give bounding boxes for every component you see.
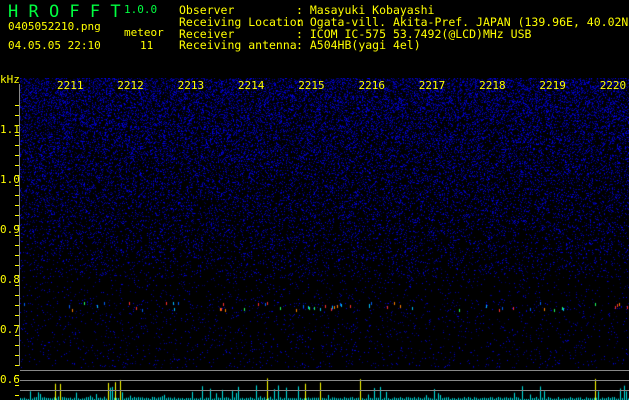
- y-minor-tick: [15, 175, 19, 176]
- x-tick-label: 2217: [418, 79, 446, 92]
- y-minor-tick: [15, 195, 19, 196]
- y-minor-tick: [15, 155, 19, 156]
- info-row-receiver: Receiver: ICOM IC-575 53.7492(@LCD)MHz U…: [179, 26, 532, 41]
- app-version: 1.0.0: [124, 3, 158, 16]
- x-tick-label: 2213: [177, 79, 205, 92]
- y-minor-tick: [15, 365, 19, 366]
- info-row-observer: Observer: Masayuki Kobayashi: [179, 3, 435, 17]
- y-axis-line: [19, 84, 20, 366]
- datetime: 04.05.05 22:10: [8, 39, 101, 52]
- x-tick-label: 2215: [298, 79, 325, 92]
- y-unit-label: kHz: [0, 73, 20, 86]
- y-minor-tick: [15, 135, 19, 136]
- y-minor-tick: [15, 325, 19, 326]
- app-title: H R O F F T: [8, 2, 121, 22]
- y-minor-tick: [15, 205, 19, 206]
- info-value: A504HB(yagi 4el): [309, 38, 421, 53]
- y-minor-tick: [15, 105, 19, 106]
- y-minor-tick: [15, 165, 19, 166]
- info-label: Receiver: [179, 26, 235, 41]
- y-minor-tick: [15, 285, 19, 286]
- y-minor-tick: [15, 305, 19, 306]
- x-tick-label: 2214: [237, 79, 265, 92]
- y-minor-tick: [15, 265, 19, 266]
- info-value: Ogata-vill. Akita-Pref. JAPAN (139.96E, …: [309, 14, 629, 29]
- spectrogram: [20, 78, 629, 400]
- y-tick-label: 0.7: [0, 323, 20, 336]
- y-minor-tick: [15, 255, 19, 256]
- y-minor-tick: [15, 185, 19, 186]
- threshold-line: [20, 370, 629, 371]
- y-minor-tick: [15, 355, 19, 356]
- threshold-line: [20, 380, 629, 381]
- meteor-count: 11: [140, 39, 154, 52]
- info-value: Masayuki Kobayashi: [309, 3, 435, 17]
- info-label: Receiving antenna: [179, 38, 297, 53]
- y-minor-tick: [15, 375, 19, 376]
- y-tick-label: 1.1: [0, 123, 20, 136]
- y-minor-tick: [15, 125, 19, 126]
- x-tick-label: 2216: [358, 79, 386, 92]
- x-tick-label: 2212: [117, 79, 144, 92]
- y-minor-tick: [15, 235, 19, 236]
- y-minor-tick: [15, 385, 19, 386]
- info-label: Observer: [179, 3, 235, 17]
- y-minor-tick: [15, 345, 19, 346]
- y-minor-tick: [15, 245, 19, 246]
- meteor-label: meteor: [124, 26, 164, 39]
- x-tick-label: 2211: [57, 79, 84, 92]
- y-minor-tick: [15, 275, 19, 276]
- y-minor-tick: [15, 335, 19, 336]
- y-minor-tick: [15, 115, 19, 116]
- y-tick-label: 0.6: [0, 373, 20, 386]
- y-minor-tick: [15, 225, 19, 226]
- file-name: 0405052210.png: [8, 20, 101, 33]
- y-minor-tick: [15, 395, 19, 396]
- y-minor-tick: [15, 315, 19, 316]
- threshold-line: [20, 390, 629, 391]
- info-value: ICOM IC-575 53.7492(@LCD)MHz USB: [309, 26, 532, 41]
- y-tick-label: 0.9: [0, 223, 20, 236]
- y-tick-label: 1.0: [0, 173, 20, 186]
- info-block: Observer: Masayuki Kobayashi Receiving Lo…: [179, 3, 629, 53]
- x-tick-label: 2220: [599, 79, 627, 92]
- info-label: Receiving Location: [179, 14, 304, 29]
- info-row-antenna: Receiving antenna: A504HB(yagi 4el): [179, 38, 421, 53]
- y-tick-label: 0.8: [0, 273, 20, 286]
- y-minor-tick: [15, 145, 19, 146]
- info-row-location: Receiving Location: Ogata-vill. Akita-Pr…: [179, 14, 629, 29]
- y-minor-tick: [15, 295, 19, 296]
- x-tick-label: 2219: [539, 79, 566, 92]
- y-minor-tick: [15, 215, 19, 216]
- x-tick-label: 2218: [479, 79, 506, 92]
